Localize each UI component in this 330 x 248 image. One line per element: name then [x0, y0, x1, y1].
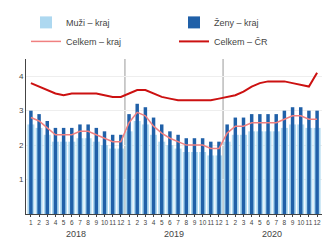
svg-text:8: 8 — [184, 219, 188, 226]
svg-text:2019: 2019 — [164, 229, 184, 239]
svg-text:1: 1 — [19, 175, 24, 184]
svg-text:4: 4 — [54, 219, 58, 226]
svg-text:9: 9 — [291, 219, 295, 226]
svg-text:5: 5 — [160, 219, 164, 226]
svg-text:2: 2 — [234, 219, 238, 226]
svg-text:1: 1 — [225, 219, 229, 226]
svg-text:3: 3 — [144, 219, 148, 226]
svg-text:3: 3 — [45, 219, 49, 226]
svg-text:6: 6 — [266, 219, 270, 226]
svg-text:7: 7 — [274, 219, 278, 226]
svg-text:4: 4 — [250, 219, 254, 226]
svg-text:9: 9 — [193, 219, 197, 226]
svg-text:12: 12 — [117, 219, 125, 226]
svg-text:3: 3 — [19, 106, 24, 115]
svg-text:12: 12 — [215, 219, 223, 226]
svg-text:10: 10 — [199, 219, 207, 226]
svg-text:1: 1 — [29, 219, 33, 226]
svg-text:6: 6 — [168, 219, 172, 226]
svg-text:5: 5 — [258, 219, 262, 226]
svg-text:5: 5 — [62, 219, 66, 226]
svg-text:2: 2 — [37, 219, 41, 226]
svg-text:11: 11 — [306, 219, 313, 226]
svg-text:12: 12 — [313, 219, 321, 226]
svg-text:2: 2 — [135, 219, 139, 226]
svg-text:Muži – kraj: Muži – kraj — [66, 18, 110, 28]
svg-text:8: 8 — [283, 219, 287, 226]
svg-text:3: 3 — [242, 219, 246, 226]
svg-text:10: 10 — [297, 219, 305, 226]
svg-text:Celkem – ČR: Celkem – ČR — [214, 37, 268, 47]
svg-text:1: 1 — [127, 219, 131, 226]
svg-text:4: 4 — [19, 72, 24, 81]
svg-text:2018: 2018 — [66, 229, 86, 239]
svg-text:8: 8 — [86, 219, 90, 226]
svg-text:7: 7 — [78, 219, 82, 226]
svg-text:10: 10 — [101, 219, 109, 226]
svg-text:7: 7 — [176, 219, 180, 226]
svg-text:2020: 2020 — [262, 229, 282, 239]
svg-text:11: 11 — [207, 219, 214, 226]
svg-text:6: 6 — [70, 219, 74, 226]
svg-text:Celkem – kraj: Celkem – kraj — [66, 37, 121, 47]
svg-text:11: 11 — [109, 219, 116, 226]
svg-text:4: 4 — [152, 219, 156, 226]
svg-text:9: 9 — [95, 219, 99, 226]
svg-text:2: 2 — [19, 141, 24, 150]
svg-text:Ženy – kraj: Ženy – kraj — [214, 18, 259, 28]
